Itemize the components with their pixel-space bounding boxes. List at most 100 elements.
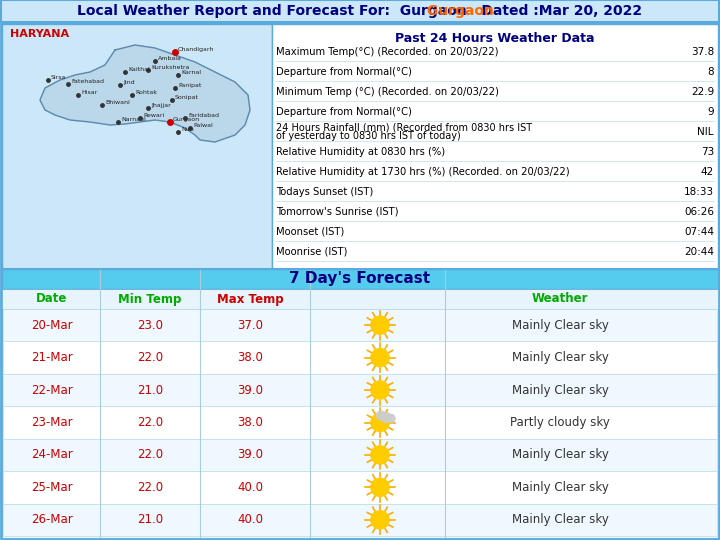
Text: Ambala: Ambala bbox=[158, 56, 182, 61]
Text: 39.0: 39.0 bbox=[237, 448, 263, 461]
Text: Gurgaon: Gurgaon bbox=[173, 117, 200, 122]
Text: Karnal: Karnal bbox=[181, 70, 201, 75]
Text: 26-Mar: 26-Mar bbox=[31, 514, 73, 526]
Text: 24 Hours Rainfall (mm) (Recorded from 0830 hrs IST: 24 Hours Rainfall (mm) (Recorded from 08… bbox=[276, 122, 532, 132]
Text: of yesterday to 0830 hrs IST of today): of yesterday to 0830 hrs IST of today) bbox=[276, 131, 461, 141]
Circle shape bbox=[381, 413, 391, 422]
FancyBboxPatch shape bbox=[2, 269, 718, 289]
Text: Fatehabad: Fatehabad bbox=[71, 79, 104, 84]
Text: 38.0: 38.0 bbox=[237, 351, 263, 364]
Text: Nuh: Nuh bbox=[181, 127, 194, 132]
Text: Narnaul: Narnaul bbox=[121, 117, 145, 122]
Text: Sonipat: Sonipat bbox=[175, 95, 199, 100]
Text: Past 24 Hours Weather Data: Past 24 Hours Weather Data bbox=[395, 31, 595, 44]
Text: 22.0: 22.0 bbox=[137, 481, 163, 494]
Text: 37.8: 37.8 bbox=[690, 47, 714, 57]
Text: HARYANA: HARYANA bbox=[10, 29, 69, 39]
FancyBboxPatch shape bbox=[272, 24, 718, 269]
Text: Relative Humidity at 1730 hrs (%) (Recorded. on 20/03/22): Relative Humidity at 1730 hrs (%) (Recor… bbox=[276, 167, 570, 177]
Text: 21.0: 21.0 bbox=[137, 383, 163, 396]
Text: Moonset (IST): Moonset (IST) bbox=[276, 227, 344, 237]
Text: Jhajjar: Jhajjar bbox=[151, 103, 171, 108]
FancyBboxPatch shape bbox=[2, 289, 718, 309]
Text: 22.0: 22.0 bbox=[137, 351, 163, 364]
Text: Max Temp: Max Temp bbox=[217, 293, 283, 306]
Text: 20:44: 20:44 bbox=[684, 247, 714, 257]
Text: Mainly Clear sky: Mainly Clear sky bbox=[512, 481, 608, 494]
Text: Tomorrow's Sunrise (IST): Tomorrow's Sunrise (IST) bbox=[276, 207, 398, 217]
Text: Kaithal: Kaithal bbox=[128, 67, 150, 72]
Text: Weather: Weather bbox=[532, 293, 588, 306]
Text: 7 Day's Forecast: 7 Day's Forecast bbox=[289, 272, 431, 287]
Text: Mainly Clear sky: Mainly Clear sky bbox=[512, 319, 608, 332]
Text: 8: 8 bbox=[707, 67, 714, 77]
Text: Minimum Temp (°C) (Recorded. on 20/03/22): Minimum Temp (°C) (Recorded. on 20/03/22… bbox=[276, 87, 499, 97]
Text: 24-Mar: 24-Mar bbox=[31, 448, 73, 461]
Text: 22.0: 22.0 bbox=[137, 448, 163, 461]
Text: 23.0: 23.0 bbox=[137, 319, 163, 332]
Circle shape bbox=[377, 411, 385, 420]
Text: Date: Date bbox=[36, 293, 68, 306]
Text: 21.0: 21.0 bbox=[137, 514, 163, 526]
Text: Mainly Clear sky: Mainly Clear sky bbox=[512, 448, 608, 461]
Text: Departure from Normal(°C): Departure from Normal(°C) bbox=[276, 107, 412, 117]
Text: Mainly Clear sky: Mainly Clear sky bbox=[512, 351, 608, 364]
Text: Rohtak: Rohtak bbox=[135, 90, 157, 95]
Text: 9: 9 bbox=[707, 107, 714, 117]
Text: 22.0: 22.0 bbox=[137, 416, 163, 429]
Circle shape bbox=[371, 381, 389, 399]
FancyBboxPatch shape bbox=[3, 438, 717, 471]
Circle shape bbox=[371, 478, 389, 496]
Text: 22.9: 22.9 bbox=[690, 87, 714, 97]
Text: Faridabad: Faridabad bbox=[188, 113, 219, 118]
Text: 73: 73 bbox=[701, 147, 714, 157]
FancyBboxPatch shape bbox=[3, 471, 717, 504]
Text: Relative Humidity at 0830 hrs (%): Relative Humidity at 0830 hrs (%) bbox=[276, 147, 445, 157]
Text: 37.0: 37.0 bbox=[237, 319, 263, 332]
FancyBboxPatch shape bbox=[3, 406, 717, 438]
FancyBboxPatch shape bbox=[1, 0, 719, 22]
Text: Min Temp: Min Temp bbox=[118, 293, 181, 306]
FancyBboxPatch shape bbox=[3, 341, 717, 374]
Text: 23-Mar: 23-Mar bbox=[31, 416, 73, 429]
Text: Chandigarh: Chandigarh bbox=[178, 47, 215, 52]
Text: 18:33: 18:33 bbox=[684, 187, 714, 197]
Text: NIL: NIL bbox=[698, 127, 714, 137]
Text: Mainly Clear sky: Mainly Clear sky bbox=[512, 383, 608, 396]
Circle shape bbox=[371, 446, 389, 464]
Text: 22-Mar: 22-Mar bbox=[31, 383, 73, 396]
Text: 06:26: 06:26 bbox=[684, 207, 714, 217]
Text: Partly cloudy sky: Partly cloudy sky bbox=[510, 416, 610, 429]
Text: Rewari: Rewari bbox=[143, 113, 164, 118]
Text: 25-Mar: 25-Mar bbox=[31, 481, 73, 494]
Text: Jind: Jind bbox=[123, 80, 135, 85]
Text: Gurgaon: Gurgaon bbox=[227, 4, 493, 18]
Text: Departure from Normal(°C): Departure from Normal(°C) bbox=[276, 67, 412, 77]
Text: Mainly Clear sky: Mainly Clear sky bbox=[512, 514, 608, 526]
Text: Local Weather Report and Forecast For:  Gurgaon   Dated :Mar 20, 2022: Local Weather Report and Forecast For: G… bbox=[78, 4, 642, 18]
Text: Sirsa: Sirsa bbox=[51, 75, 66, 80]
Text: 40.0: 40.0 bbox=[237, 514, 263, 526]
Text: Palwal: Palwal bbox=[193, 123, 212, 128]
Circle shape bbox=[387, 415, 395, 422]
Text: Bhiwani: Bhiwani bbox=[105, 100, 130, 105]
Text: 42: 42 bbox=[701, 167, 714, 177]
Text: 38.0: 38.0 bbox=[237, 416, 263, 429]
Text: 21-Mar: 21-Mar bbox=[31, 351, 73, 364]
Circle shape bbox=[371, 316, 389, 334]
Text: Todays Sunset (IST): Todays Sunset (IST) bbox=[276, 187, 373, 197]
Text: 20-Mar: 20-Mar bbox=[31, 319, 73, 332]
Text: 07:44: 07:44 bbox=[684, 227, 714, 237]
Circle shape bbox=[371, 348, 389, 367]
Text: Hisar: Hisar bbox=[81, 90, 97, 95]
Text: Kurukshetra: Kurukshetra bbox=[151, 65, 189, 70]
Text: Maximum Temp(°C) (Recorded. on 20/03/22): Maximum Temp(°C) (Recorded. on 20/03/22) bbox=[276, 47, 498, 57]
FancyBboxPatch shape bbox=[3, 504, 717, 536]
Text: 40.0: 40.0 bbox=[237, 481, 263, 494]
Text: Moonrise (IST): Moonrise (IST) bbox=[276, 247, 347, 257]
Circle shape bbox=[371, 414, 389, 431]
Text: 39.0: 39.0 bbox=[237, 383, 263, 396]
Circle shape bbox=[371, 511, 389, 529]
FancyBboxPatch shape bbox=[3, 309, 717, 341]
Polygon shape bbox=[40, 45, 250, 142]
